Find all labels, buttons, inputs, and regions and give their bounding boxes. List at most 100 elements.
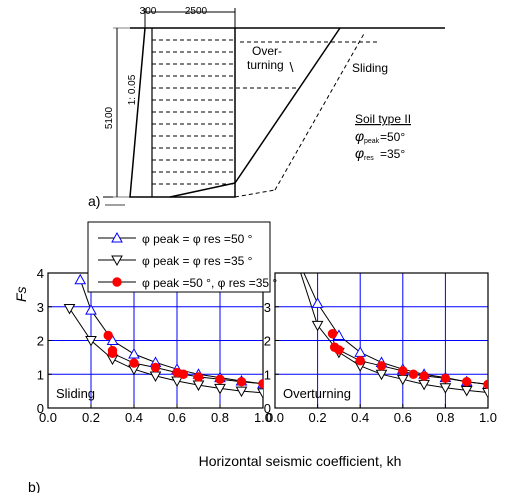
sliding-label: Sliding xyxy=(352,61,388,75)
phi-peak-label: φ peak =50° xyxy=(355,128,405,145)
svg-text:=50°: =50° xyxy=(380,130,405,144)
series-line-0 xyxy=(303,273,488,385)
data-point-1 xyxy=(214,383,226,395)
data-point-2 xyxy=(258,379,263,389)
data-point-2 xyxy=(440,373,451,383)
svg-text:=35°: =35° xyxy=(380,147,405,161)
data-point-0 xyxy=(106,334,119,345)
data-point-0 xyxy=(74,273,87,285)
svg-text:φ: φ xyxy=(355,128,364,144)
x-tick-label: 0.0 xyxy=(266,410,284,425)
panel-a-label: a) xyxy=(88,193,100,209)
x-tick-label: 1.0 xyxy=(479,410,497,425)
data-point-2 xyxy=(398,366,408,376)
data-point-1 xyxy=(85,336,97,347)
dim-2500-label: 2500 xyxy=(185,6,208,17)
series-group xyxy=(300,273,488,399)
svg-text:peak: peak xyxy=(364,138,380,145)
data-point-1 xyxy=(311,320,324,332)
x-tick-label: 0.4 xyxy=(351,410,369,425)
x-tick-label: 0.0 xyxy=(39,410,57,425)
x-tick-label: 0.2 xyxy=(309,410,327,425)
legend-text-1: φ peak = φ res =35 ° xyxy=(142,254,253,268)
series-line-1 xyxy=(69,308,263,394)
panel-label: Sliding xyxy=(56,386,95,401)
data-point-2 xyxy=(150,362,161,373)
svg-text:res: res xyxy=(364,155,374,162)
data-point-0 xyxy=(128,347,140,359)
svg-text:φ: φ xyxy=(355,145,364,161)
legend-text-0: φ peak = φ res =50 ° xyxy=(142,232,253,246)
legend-marker-0 xyxy=(111,231,123,243)
phi-res-label: φ res =35° xyxy=(355,145,405,162)
legend-text-2: φ peak =50 °, φ res =35 ° xyxy=(142,276,277,290)
data-point-2 xyxy=(408,369,419,379)
wall-outline xyxy=(129,27,236,198)
data-point-2 xyxy=(236,376,247,387)
x-tick-label: 0.8 xyxy=(211,410,229,425)
data-point-1 xyxy=(235,386,248,398)
y-tick-label: 3 xyxy=(264,300,271,315)
x-tick-label: 0.4 xyxy=(125,410,143,425)
x-tick-label: 0.6 xyxy=(394,410,412,425)
data-point-1 xyxy=(257,388,263,399)
legend-marker-2 xyxy=(112,277,122,287)
overturning-label-line2: turning xyxy=(247,58,284,72)
sliding-base-line xyxy=(169,182,236,198)
x-tick-label: 0.6 xyxy=(168,410,186,425)
reinforcement-lines xyxy=(152,39,380,185)
dim-300-label: 300 xyxy=(140,6,157,17)
legend: φ peak = φ res =50 ° φ peak = φ res =35 °… xyxy=(87,221,277,293)
series-line-1 xyxy=(300,273,488,393)
soil-type-label: Soil type II xyxy=(355,112,411,126)
y-tick-label: 0 xyxy=(37,401,44,416)
panel-label: Overturning xyxy=(283,386,351,401)
y-tick-label: 1 xyxy=(37,367,44,382)
data-point-2 xyxy=(129,358,139,368)
data-point-0 xyxy=(311,297,324,308)
legend-marker-1 xyxy=(111,255,123,267)
x-tick-label: 1.0 xyxy=(254,410,272,425)
sliding-base-dashed xyxy=(234,189,276,198)
data-point-0 xyxy=(85,304,97,315)
data-point-2 xyxy=(483,379,488,390)
wall-schematic: 300 2500 5100 1: 0.05 Over- turning Slid… xyxy=(88,6,445,209)
data-point-1 xyxy=(439,383,452,394)
panel-b-label: b) xyxy=(28,479,40,493)
series-line-0 xyxy=(79,279,263,385)
data-point-2 xyxy=(376,361,387,371)
y-tick-label: 2 xyxy=(264,334,271,349)
data-point-2 xyxy=(462,376,472,387)
y-tick-label: 4 xyxy=(37,266,44,281)
data-point-2 xyxy=(419,371,429,381)
overturning-failure-line xyxy=(234,27,341,184)
y-tick-label: 0 xyxy=(264,401,271,416)
x-tick-label: 0.8 xyxy=(436,410,454,425)
x-tick-label: 0.2 xyxy=(82,410,100,425)
data-point-2 xyxy=(193,372,204,382)
slope-label: 1: 0.05 xyxy=(127,74,138,105)
data-point-1 xyxy=(482,387,488,399)
data-point-2 xyxy=(103,330,113,341)
data-point-2 xyxy=(355,356,365,366)
data-point-0 xyxy=(354,346,367,357)
y-tick-label: 3 xyxy=(37,300,44,315)
data-point-1 xyxy=(63,303,76,315)
overturning-label-line1: Over- xyxy=(252,44,282,58)
data-point-2 xyxy=(178,369,189,379)
data-point-1 xyxy=(460,385,473,397)
y-tick-label: 1 xyxy=(264,367,271,382)
sliding-failure-line xyxy=(274,31,366,191)
dim-5100-label: 5100 xyxy=(104,106,115,129)
y-tick-label: 2 xyxy=(37,334,44,349)
data-point-2 xyxy=(215,374,225,385)
y-axis-label: Fs xyxy=(13,286,29,302)
data-point-2 xyxy=(107,348,118,359)
x-axis-label: Horizontal seismic coefficient, kh xyxy=(199,453,402,469)
series-group xyxy=(63,273,263,399)
data-point-2 xyxy=(334,345,344,355)
data-point-2 xyxy=(327,329,338,339)
chart-overturning: 0.00.20.40.60.81.001234Overturning xyxy=(264,266,497,425)
